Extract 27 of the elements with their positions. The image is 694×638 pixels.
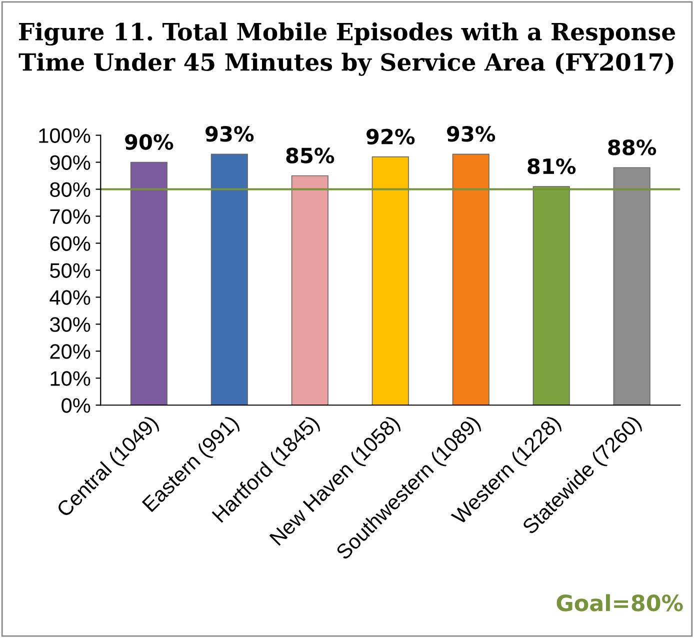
- ref-line-label: Goal=80%: [556, 594, 683, 612]
- chart-title: Figure 11. Total Mobile Episodes with a Response Time Under 45 Minutes by Service Area (FY2017): [18, 22, 676, 76]
- bar: [130, 162, 168, 406]
- y-tick-label: 10%: [50, 371, 90, 386]
- data-label: 93%: [206, 126, 254, 142]
- y-tick-label: 0%: [62, 398, 90, 413]
- data-label: 93%: [447, 126, 496, 142]
- data-label: 92%: [366, 128, 415, 144]
- bar: [210, 154, 248, 406]
- y-tick-label: 30%: [50, 317, 90, 332]
- y-tick-label: 80%: [50, 182, 90, 197]
- data-label: 81%: [528, 158, 576, 174]
- bar: [613, 167, 650, 406]
- y-tick-label: 60%: [50, 236, 90, 251]
- data-label: 85%: [286, 148, 334, 164]
- y-tick-label: 100%: [39, 128, 90, 144]
- bar: [291, 175, 328, 406]
- bar: [372, 156, 409, 406]
- y-tick-label: 90%: [50, 155, 90, 170]
- bar: [452, 154, 490, 406]
- y-tick-label: 40%: [50, 290, 90, 305]
- y-tick-label: 50%: [50, 263, 90, 278]
- y-tick-label: 70%: [50, 209, 90, 224]
- data-label: 88%: [608, 140, 656, 156]
- bar: [532, 186, 570, 406]
- y-tick-label: 20%: [50, 344, 90, 359]
- data-label: 90%: [125, 134, 174, 150]
